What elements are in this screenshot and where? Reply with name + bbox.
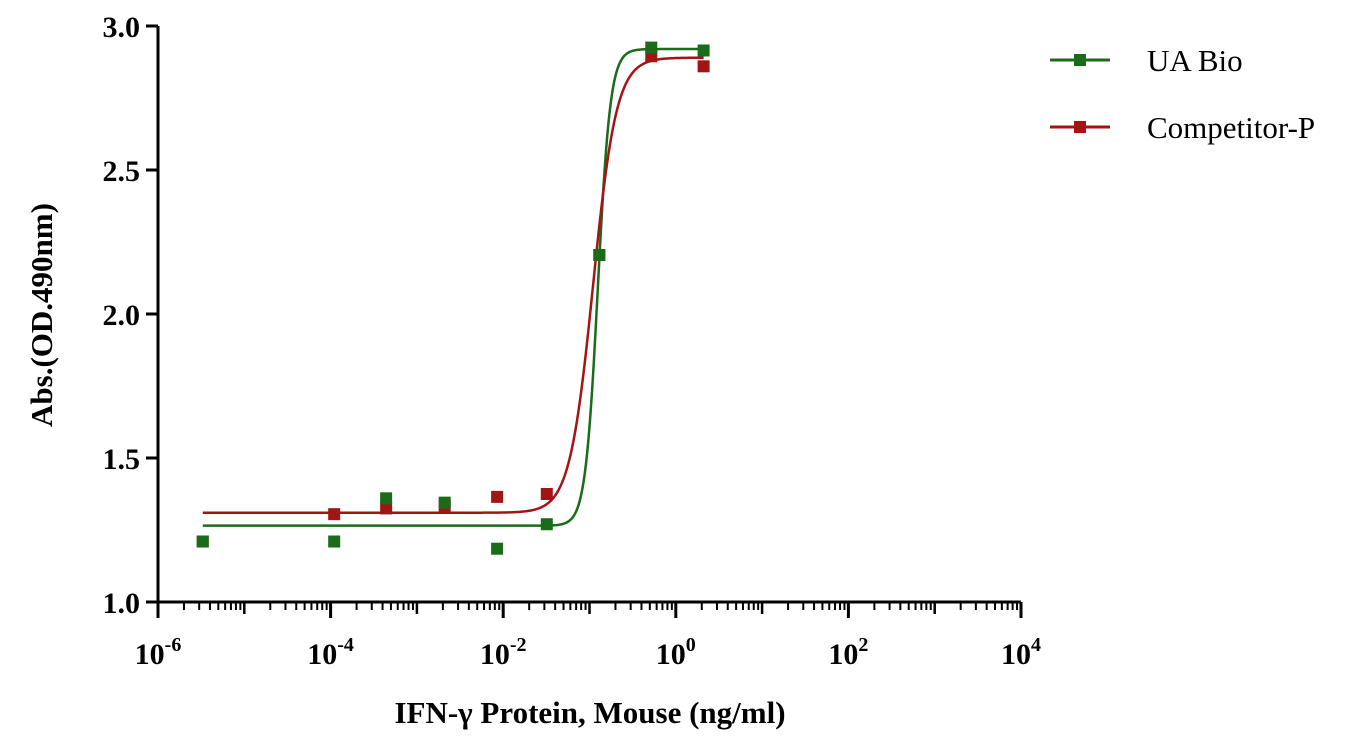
data-point (491, 542, 504, 555)
fit-curves (202, 47, 704, 527)
x-tick-label: 100 (656, 634, 696, 671)
data-point (697, 44, 710, 57)
x-tick-label: 10-6 (135, 634, 182, 671)
data-point (540, 518, 553, 531)
data-point (438, 496, 451, 509)
data-point (491, 490, 504, 503)
legend: UA Bio Competitor-P (1050, 43, 1315, 145)
x-tick-label: 102 (828, 634, 868, 671)
fit-curve-competitor-p (202, 56, 704, 514)
data-point (380, 492, 393, 505)
data-point (645, 41, 658, 54)
data-point (540, 488, 553, 500)
data-point (328, 535, 341, 548)
fit-curve-ua-bio (202, 47, 704, 527)
x-tick-label: 10-2 (480, 634, 527, 671)
data-point (593, 248, 606, 261)
data-point (697, 60, 710, 73)
axes: 1.0 1.5 2.0 2.5 3.0 10-6 10-4 10-2 100 102 104 (103, 11, 1042, 671)
y-tick-label: 2.0 (103, 299, 141, 332)
x-tick-label: 10-4 (307, 634, 354, 671)
legend-label: UA Bio (1147, 43, 1243, 78)
y-tick-label: 1.5 (103, 443, 141, 476)
y-tick-label: 3.0 (103, 11, 141, 44)
legend-marker (1074, 54, 1086, 66)
y-tick-label: 1.0 (103, 587, 141, 620)
data-point (328, 508, 341, 521)
legend-label: Competitor-P (1147, 110, 1315, 145)
data-points (196, 41, 710, 555)
legend-marker (1074, 121, 1086, 133)
x-axis-title: IFN-γ Protein, Mouse (ng/ml) (394, 695, 785, 730)
y-axis-title: Abs.(OD.490nm) (24, 203, 59, 427)
data-point (196, 535, 209, 548)
data-point (380, 502, 393, 515)
x-tick-label: 104 (1001, 634, 1041, 671)
y-tick-label: 2.5 (103, 155, 141, 188)
